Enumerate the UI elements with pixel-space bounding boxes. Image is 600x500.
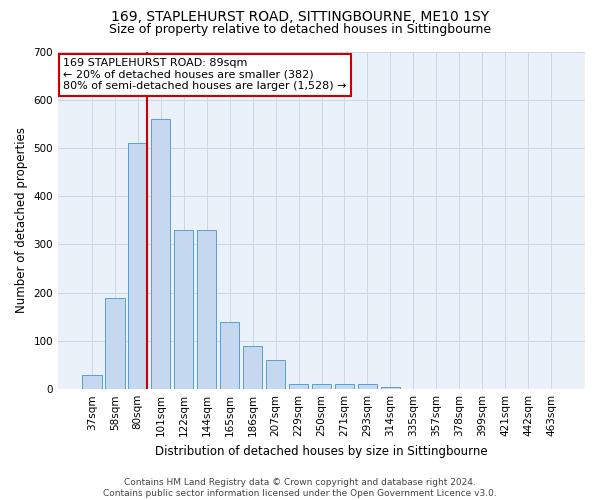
- Text: Size of property relative to detached houses in Sittingbourne: Size of property relative to detached ho…: [109, 22, 491, 36]
- Bar: [380, 387, 400, 389]
- Bar: [312, 384, 331, 389]
- Bar: [128, 143, 148, 389]
- Text: 169 STAPLEHURST ROAD: 89sqm
← 20% of detached houses are smaller (382)
80% of se: 169 STAPLEHURST ROAD: 89sqm ← 20% of det…: [64, 58, 347, 92]
- Y-axis label: Number of detached properties: Number of detached properties: [15, 128, 28, 314]
- Text: Contains HM Land Registry data © Crown copyright and database right 2024.
Contai: Contains HM Land Registry data © Crown c…: [103, 478, 497, 498]
- X-axis label: Distribution of detached houses by size in Sittingbourne: Distribution of detached houses by size …: [155, 444, 488, 458]
- Bar: [243, 346, 262, 389]
- Bar: [335, 384, 354, 389]
- Bar: [197, 230, 217, 389]
- Bar: [151, 119, 170, 389]
- Bar: [174, 230, 193, 389]
- Bar: [358, 384, 377, 389]
- Bar: [105, 298, 125, 389]
- Bar: [289, 384, 308, 389]
- Bar: [82, 374, 101, 389]
- Text: 169, STAPLEHURST ROAD, SITTINGBOURNE, ME10 1SY: 169, STAPLEHURST ROAD, SITTINGBOURNE, ME…: [111, 10, 489, 24]
- Bar: [266, 360, 286, 389]
- Bar: [220, 322, 239, 389]
